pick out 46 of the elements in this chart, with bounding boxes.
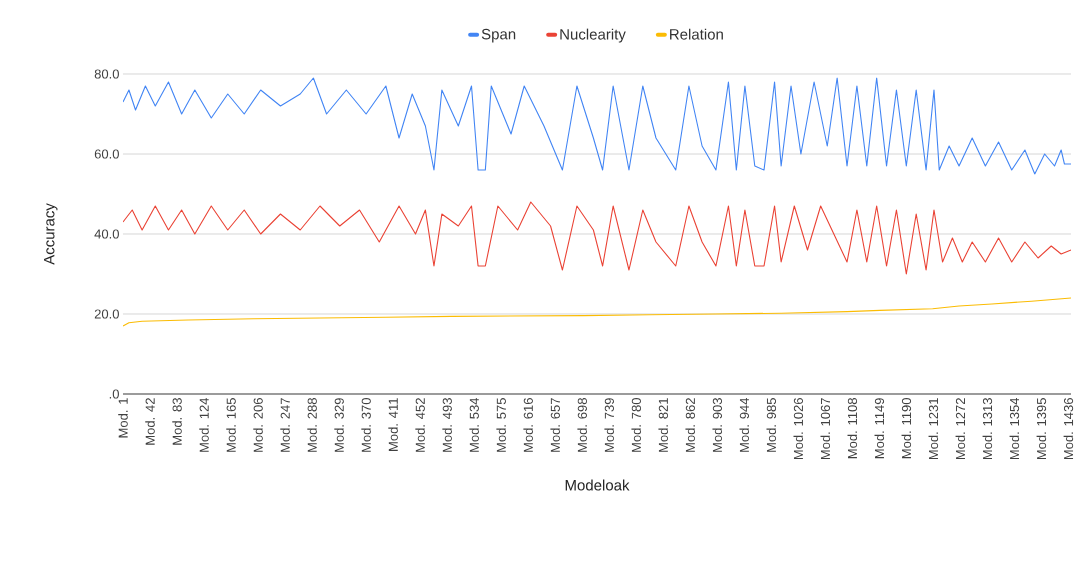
- x-tick-label: Mod. 1313: [982, 398, 993, 460]
- x-tick-label: Mod. 1272: [955, 398, 966, 460]
- x-tick-label: Mod. 1354: [1009, 397, 1020, 460]
- y-tick-label: 20.0: [94, 309, 119, 319]
- x-tick-label: Mod. 698: [577, 398, 587, 452]
- x-tick-label: Mod. 657: [550, 398, 560, 452]
- x-axis-title: Modeloak: [565, 479, 630, 491]
- x-tick-label: Mod. 1395: [1036, 398, 1047, 460]
- y-tick-label: 40.0: [94, 229, 119, 239]
- x-tick-label: Mod. 288: [307, 398, 317, 452]
- x-tick-label: Mod. 1231: [928, 398, 939, 460]
- x-tick-label: Mod. 616: [523, 398, 533, 452]
- x-tick-label: Mod. 247: [280, 398, 290, 452]
- x-tick-label: Mod. 42: [145, 398, 155, 445]
- x-tick-label: Mod. 124: [199, 397, 209, 452]
- x-tick-label: Mod. 493: [442, 398, 452, 452]
- y-axis-title: Accuracy: [44, 203, 58, 265]
- x-tick-label: Mod. 1067: [820, 398, 831, 460]
- x-tick-label: Mod. 575: [496, 398, 506, 452]
- legend-label: Span: [481, 28, 516, 43]
- x-tick-label: Mod. 329: [334, 398, 344, 452]
- x-tick-label: Mod. 411: [388, 398, 398, 451]
- x-tick-label: Mod. 83: [172, 398, 182, 445]
- x-tick-label: Mod. 903: [712, 398, 723, 452]
- x-tick-label: Mod. 370: [361, 398, 371, 452]
- y-tick-label: 80.0: [94, 69, 119, 79]
- y-tick-label: .0: [109, 389, 119, 399]
- x-tick-label: Mod. 739: [604, 398, 614, 452]
- x-tick-label: Mod. 862: [685, 398, 695, 452]
- x-tick-label: Mod. 534: [469, 397, 479, 452]
- x-tick-label: Mod. 1149: [874, 398, 885, 459]
- x-tick-label: Mod. 821: [658, 398, 668, 452]
- x-tick-label: Mod. 1: [118, 398, 128, 438]
- legend-label: Nuclearity: [560, 28, 626, 43]
- legend-label: Relation: [670, 28, 723, 40]
- x-tick-label: Mod. 780: [631, 398, 641, 452]
- x-tick-label: Mod. 1190: [901, 398, 912, 459]
- x-tick-label: Mod. 985: [766, 398, 777, 452]
- x-tick-label: Mod. 1108: [847, 398, 858, 459]
- y-tick-label: 60.0: [94, 149, 119, 159]
- x-tick-label: Mod. 206: [253, 398, 263, 452]
- x-tick-label: Mod. 1026: [793, 398, 804, 460]
- x-tick-label: Mod. 1436: [1063, 398, 1074, 460]
- x-tick-label: Mod. 944: [739, 397, 750, 452]
- x-tick-label: Mod. 452: [415, 398, 425, 452]
- x-tick-label: Mod. 165: [226, 398, 236, 452]
